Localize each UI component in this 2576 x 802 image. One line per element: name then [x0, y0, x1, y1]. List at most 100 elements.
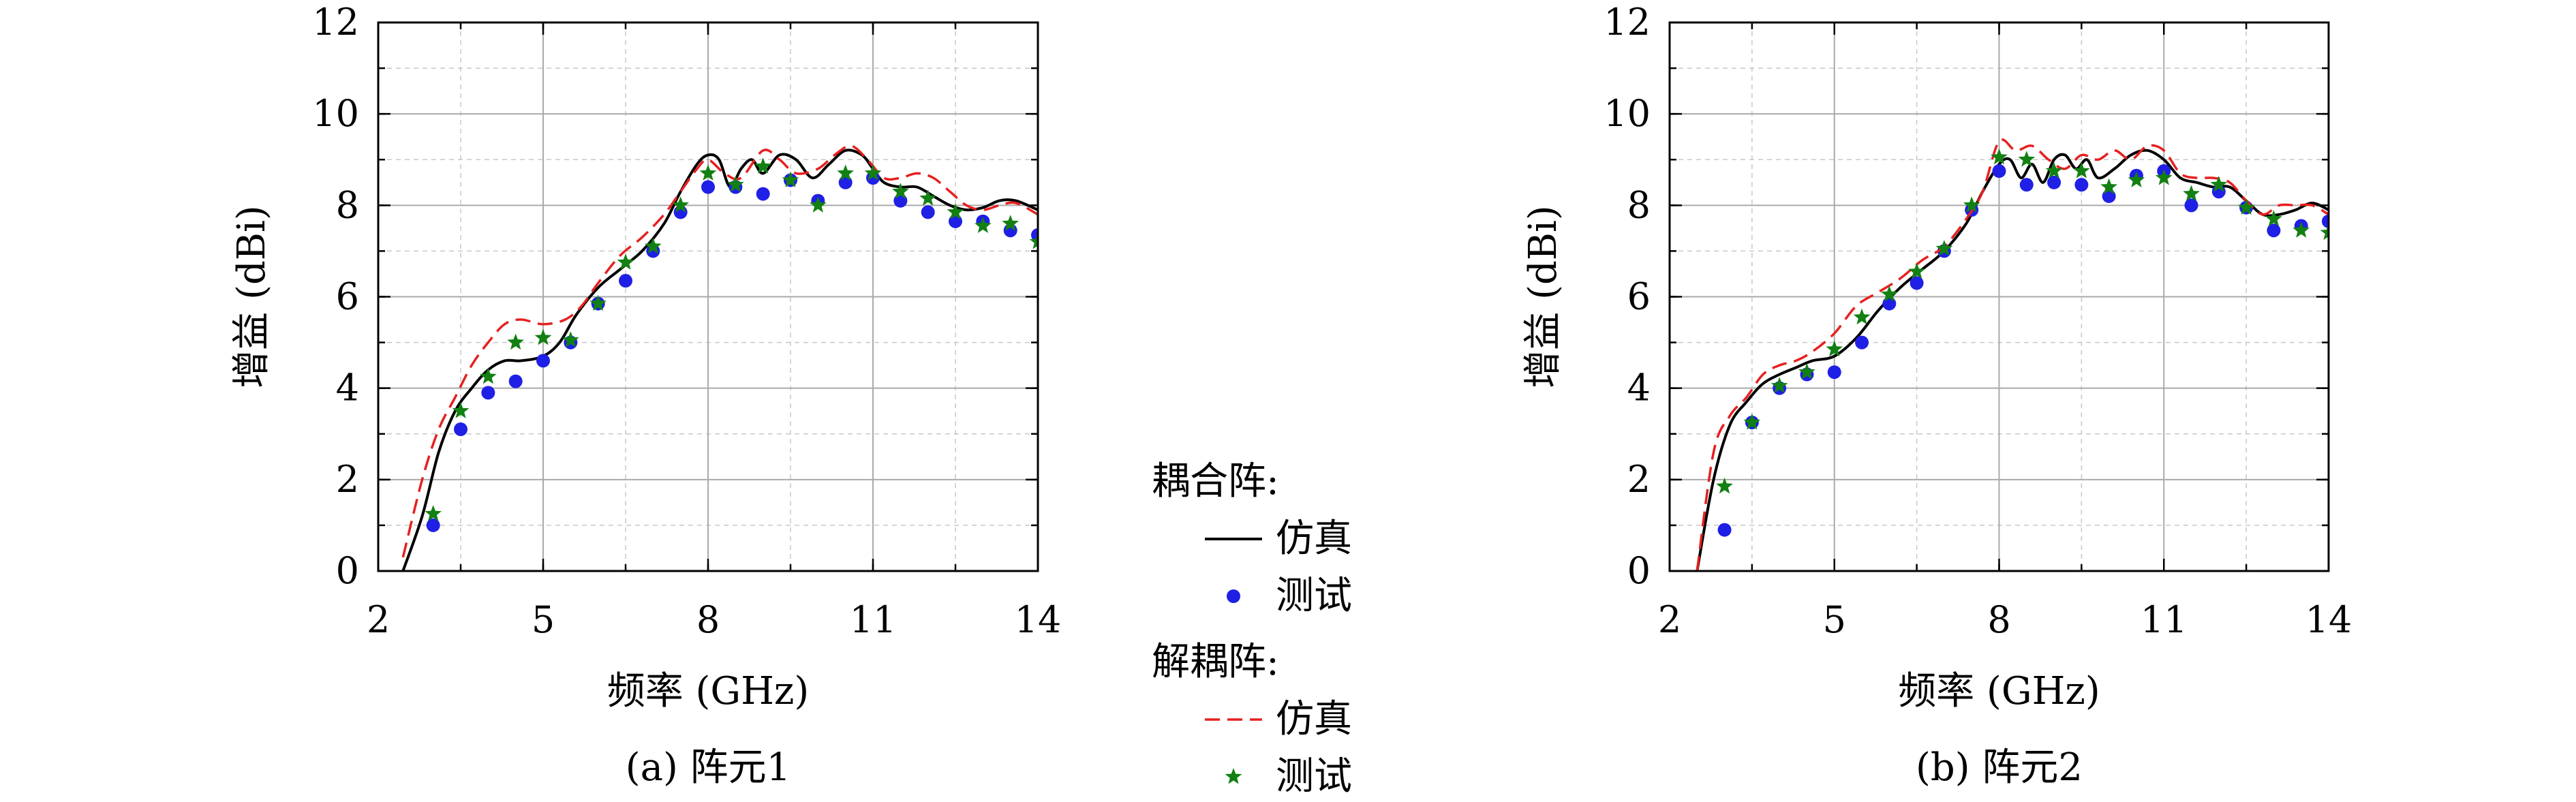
point-decoupled-measured — [2018, 151, 2036, 167]
point-decoupled-measured — [1991, 148, 2008, 165]
point-coupled-measured — [454, 422, 467, 437]
point-decoupled-measured — [672, 196, 689, 213]
point-decoupled-measured — [425, 505, 442, 521]
y-tick-label: 2 — [1627, 458, 1651, 501]
y-tick-label: 12 — [1604, 1, 1651, 44]
x-tick-label: 11 — [850, 598, 897, 641]
point-decoupled-measured — [645, 237, 662, 254]
legend-item-label: 测试 — [1276, 574, 1352, 618]
point-decoupled-measured — [2183, 185, 2200, 202]
point-coupled-measured — [1910, 276, 1924, 290]
point-decoupled-measured — [507, 333, 524, 350]
legend-item-label: 测试 — [1276, 754, 1352, 799]
point-decoupled-measured — [782, 171, 799, 187]
x-tick-label: 2 — [367, 598, 390, 641]
y-tick-label: 10 — [1604, 92, 1651, 135]
point-coupled-measured — [2184, 198, 2198, 213]
point-decoupled-measured — [754, 157, 771, 174]
plot-frame — [1668, 21, 2330, 572]
point-coupled-measured — [426, 518, 440, 532]
point-decoupled-measured — [837, 164, 854, 181]
x-axis-label: 频率 (GHz) — [607, 669, 810, 713]
point-coupled-measured — [949, 214, 962, 228]
grid-major — [1670, 22, 2329, 571]
point-decoupled-measured — [2210, 176, 2228, 192]
x-tick-label: 5 — [1823, 598, 1846, 641]
x-tick-label: 8 — [1987, 598, 2010, 641]
legend-swatch-dot — [1227, 589, 1240, 603]
series-line-decoupled-sim — [1696, 138, 2329, 571]
point-coupled-measured — [508, 374, 523, 388]
point-coupled-measured — [2047, 175, 2061, 189]
point-decoupled-measured — [2100, 178, 2117, 194]
point-decoupled-measured — [480, 367, 497, 384]
x-tick-label: 14 — [2305, 598, 2352, 641]
y-tick-label: 6 — [1627, 275, 1651, 318]
point-decoupled-measured — [1881, 286, 1898, 302]
point-coupled-measured — [1717, 523, 1732, 537]
plot-frame — [377, 21, 1039, 572]
point-decoupled-measured — [864, 164, 882, 181]
point-coupled-measured — [2322, 214, 2329, 228]
y-axis-label: 增益 (dBi) — [230, 205, 274, 388]
point-coupled-measured — [1882, 296, 1897, 311]
plot-area — [1696, 138, 2329, 571]
y-tick-label: 10 — [312, 92, 359, 135]
point-coupled-measured — [536, 354, 550, 368]
point-decoupled-measured — [2128, 171, 2145, 187]
point-decoupled-measured — [2073, 162, 2090, 179]
point-decoupled-measured — [727, 176, 744, 192]
point-decoupled-measured — [1798, 363, 1815, 380]
plot-area — [401, 144, 1038, 571]
point-decoupled-measured — [1716, 477, 1733, 494]
y-tick-label: 0 — [336, 549, 359, 592]
point-coupled-measured — [2074, 178, 2089, 192]
point-coupled-measured — [1855, 335, 1869, 350]
y-tick-label: 6 — [336, 275, 359, 318]
point-decoupled-measured — [892, 183, 909, 199]
point-coupled-measured — [701, 180, 715, 194]
point-decoupled-measured — [1826, 340, 1843, 357]
legend-item-label: 仿真 — [1276, 697, 1352, 741]
y-tick-label: 0 — [1627, 549, 1651, 592]
x-tick-label: 2 — [1658, 598, 1681, 641]
x-tick-label: 8 — [696, 598, 720, 641]
point-decoupled-measured — [1853, 308, 1871, 325]
point-decoupled-measured — [947, 203, 964, 219]
legend-item-label: 仿真 — [1276, 516, 1352, 561]
grid-major — [378, 22, 1038, 571]
x-tick-label: 14 — [1015, 598, 1062, 641]
panel-caption: (a) 阵元1 — [626, 745, 791, 790]
point-decoupled-measured — [1002, 215, 1019, 231]
point-coupled-measured — [1992, 164, 2006, 179]
point-coupled-measured — [2267, 223, 2281, 238]
point-coupled-measured — [921, 205, 935, 219]
point-decoupled-measured — [1029, 233, 1038, 249]
point-decoupled-measured — [2265, 210, 2282, 226]
point-decoupled-measured — [1743, 414, 1761, 430]
point-decoupled-measured — [534, 328, 552, 345]
series-line-coupled-sim — [401, 149, 1038, 571]
x-axis-label: 频率 (GHz) — [1898, 669, 2100, 713]
point-coupled-measured — [893, 194, 908, 208]
point-decoupled-measured — [452, 402, 470, 418]
y-tick-label: 4 — [1627, 367, 1651, 410]
point-decoupled-measured — [699, 164, 717, 181]
point-decoupled-measured — [2237, 198, 2255, 215]
point-decoupled-measured — [1935, 240, 1953, 256]
point-decoupled-measured — [589, 294, 607, 311]
x-tick-label: 5 — [532, 598, 555, 641]
point-decoupled-measured — [2045, 162, 2063, 179]
point-decoupled-measured — [975, 217, 992, 233]
point-decoupled-measured — [617, 253, 634, 270]
y-tick-label: 2 — [336, 458, 359, 501]
point-coupled-measured — [2102, 189, 2116, 203]
y-tick-label: 12 — [312, 1, 359, 44]
point-decoupled-measured — [2293, 221, 2310, 238]
point-decoupled-measured — [1908, 262, 1925, 279]
y-tick-label: 4 — [336, 367, 359, 410]
